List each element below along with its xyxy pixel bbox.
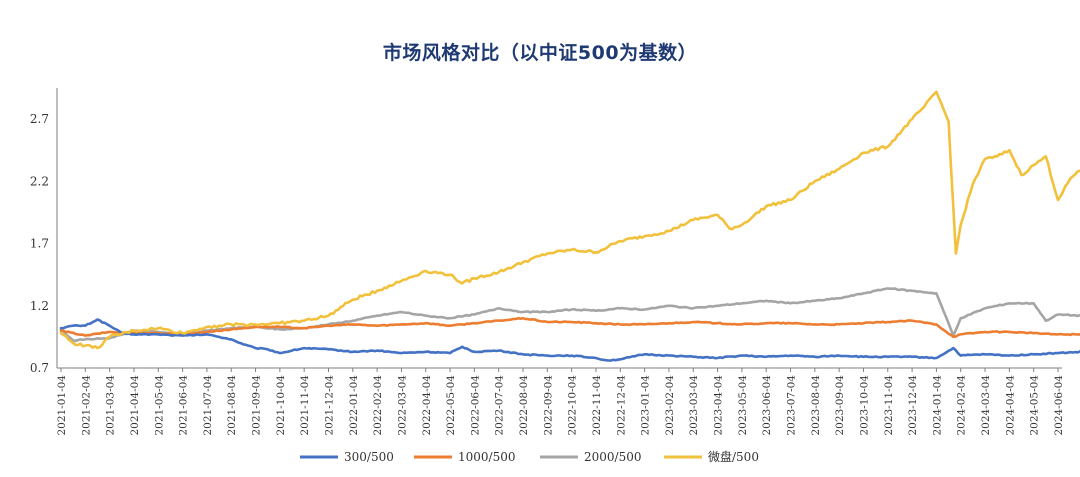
y-tick-label: 2.7 bbox=[30, 112, 49, 126]
x-tick-label: 2023-02-04 bbox=[664, 375, 676, 436]
series-line-2 bbox=[59, 287, 1080, 343]
x-tick-label: 2021-05-04 bbox=[153, 375, 165, 436]
series-layer bbox=[59, 90, 1080, 362]
x-tick-label: 2024-04-04 bbox=[1004, 375, 1016, 436]
x-tick-label: 2022-06-04 bbox=[469, 375, 481, 436]
x-tick-label: 2022-12-04 bbox=[615, 375, 627, 436]
x-tick-label: 2023-09-04 bbox=[834, 375, 846, 436]
x-tick-label: 2023-12-04 bbox=[907, 375, 919, 436]
x-tick-label: 2023-03-04 bbox=[688, 375, 700, 436]
legend: 300/500 1000/500 2000/500 微盘/500 bbox=[300, 449, 759, 464]
legend-label: 1000/500 bbox=[458, 450, 516, 464]
x-tick-label: 2022-03-04 bbox=[396, 375, 408, 436]
x-tick-label: 2023-05-04 bbox=[737, 375, 749, 436]
x-tick-label: 2021-01-04 bbox=[56, 375, 68, 436]
x-tick-label: 2023-07-04 bbox=[786, 375, 798, 436]
x-tick-label: 2023-08-04 bbox=[810, 375, 822, 436]
legend-label: 300/500 bbox=[344, 450, 394, 464]
x-tick-label: 2022-05-04 bbox=[445, 375, 457, 436]
x-tick-label: 2024-01-04 bbox=[931, 375, 943, 436]
x-tick-label: 2021-08-04 bbox=[226, 375, 238, 436]
x-tick-label: 2022-01-04 bbox=[348, 375, 360, 436]
y-tick-label: 0.7 bbox=[30, 361, 49, 375]
x-tick-label: 2021-02-04 bbox=[80, 375, 92, 436]
x-tick-label: 2021-03-04 bbox=[105, 375, 117, 436]
x-tick-label: 2024-03-04 bbox=[980, 375, 992, 436]
x-tick-label: 2023-04-04 bbox=[713, 375, 725, 436]
axes: 0.7 1.2 1.7 2.2 2.7 2021-01-04 2021-02-04 2021-… bbox=[30, 88, 1065, 436]
y-tick-label: 2.2 bbox=[30, 174, 49, 188]
x-tick-label: 2023-10-04 bbox=[858, 375, 870, 436]
x-tick-label: 2021-04-04 bbox=[129, 375, 141, 436]
x-tick-label: 2022-11-04 bbox=[591, 375, 603, 436]
chart-title: 市场风格对比（以中证500为基数） bbox=[382, 42, 698, 64]
x-tick-label: 2021-09-04 bbox=[251, 375, 263, 436]
x-tick-label: 2021-11-04 bbox=[299, 375, 311, 436]
series-line-0 bbox=[59, 318, 1080, 362]
series-line-1 bbox=[59, 316, 1080, 339]
x-tick-label: 2021-10-04 bbox=[275, 375, 287, 436]
x-tick-label: 2022-07-04 bbox=[494, 375, 506, 436]
x-tick-label: 2023-11-04 bbox=[883, 375, 895, 436]
x-tick-label: 2023-06-04 bbox=[761, 375, 773, 436]
x-tick-label: 2022-09-04 bbox=[542, 375, 554, 436]
x-tick-label: 2022-02-04 bbox=[372, 375, 384, 436]
legend-label: 2000/500 bbox=[584, 450, 642, 464]
x-tick-label: 2024-06-04 bbox=[1053, 375, 1065, 436]
y-tick-label: 1.2 bbox=[30, 299, 49, 313]
y-tick-label: 1.7 bbox=[30, 237, 49, 251]
x-tick-label: 2024-02-04 bbox=[956, 375, 968, 436]
x-tick-label: 2022-08-04 bbox=[518, 375, 530, 436]
x-tick-label: 2021-12-04 bbox=[323, 375, 335, 436]
series-line-3 bbox=[59, 90, 1080, 350]
x-tick-label: 2023-01-04 bbox=[640, 375, 652, 436]
x-tick-label: 2024-05-04 bbox=[1029, 375, 1041, 436]
x-tick-label: 2022-04-04 bbox=[421, 375, 433, 436]
x-tick-label: 2022-10-04 bbox=[567, 375, 579, 436]
x-tick-label: 2021-07-04 bbox=[202, 375, 214, 436]
x-tick-label: 2021-06-04 bbox=[178, 375, 190, 436]
legend-label: 微盘/500 bbox=[708, 449, 759, 464]
